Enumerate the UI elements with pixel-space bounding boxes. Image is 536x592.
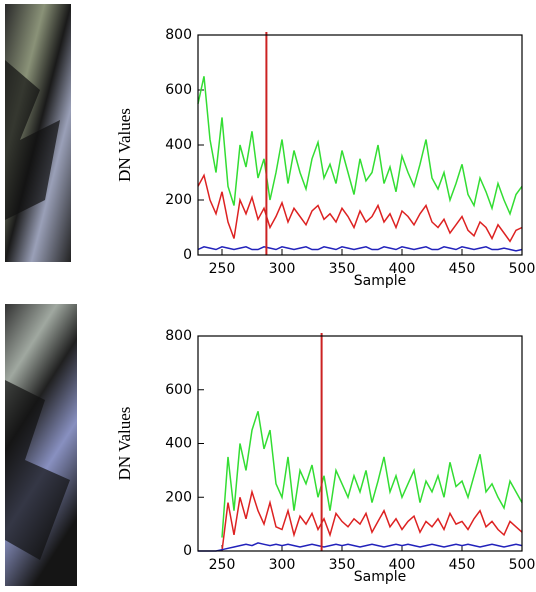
y-axis-label: DN Values bbox=[115, 108, 134, 182]
y-tick-label: 600 bbox=[165, 382, 192, 398]
y-tick-label: 800 bbox=[165, 27, 192, 43]
data-line bbox=[197, 246, 523, 252]
y-tick-label: 200 bbox=[165, 192, 192, 208]
x-tick-label: 350 bbox=[329, 557, 356, 573]
data-line bbox=[197, 76, 523, 216]
data-line bbox=[197, 173, 523, 243]
x-tick-label: 450 bbox=[449, 261, 476, 277]
x-axis-label: Sample bbox=[354, 273, 407, 289]
data-line bbox=[221, 411, 523, 538]
image-shadow bbox=[5, 60, 60, 220]
y-tick-label: 0 bbox=[183, 543, 192, 559]
y-tick-label: 400 bbox=[165, 436, 192, 452]
y-tick-label: 800 bbox=[165, 328, 192, 344]
y-tick-label: 200 bbox=[165, 489, 192, 505]
plot-frame bbox=[197, 34, 523, 256]
y-axis-label: DN Values bbox=[115, 407, 134, 481]
x-tick-label: 450 bbox=[449, 557, 476, 573]
x-tick-label: 350 bbox=[329, 261, 356, 277]
x-tick-label: 250 bbox=[209, 261, 236, 277]
plot-frame bbox=[197, 335, 523, 552]
y-tick-label: 600 bbox=[165, 82, 192, 98]
x-tick-label: 500 bbox=[509, 557, 536, 573]
data-line bbox=[221, 489, 523, 552]
x-tick-label: 250 bbox=[209, 557, 236, 573]
image-shadow bbox=[5, 380, 70, 560]
x-tick-label: 400 bbox=[389, 557, 416, 573]
x-axis-label: Sample bbox=[354, 569, 407, 585]
x-tick-label: 300 bbox=[269, 557, 296, 573]
x-tick-label: 300 bbox=[269, 261, 296, 277]
x-tick-label: 400 bbox=[389, 261, 416, 277]
data-line bbox=[198, 542, 523, 552]
x-tick-label: 500 bbox=[509, 261, 536, 277]
y-tick-label: 400 bbox=[165, 137, 192, 153]
y-tick-label: 0 bbox=[183, 247, 192, 263]
